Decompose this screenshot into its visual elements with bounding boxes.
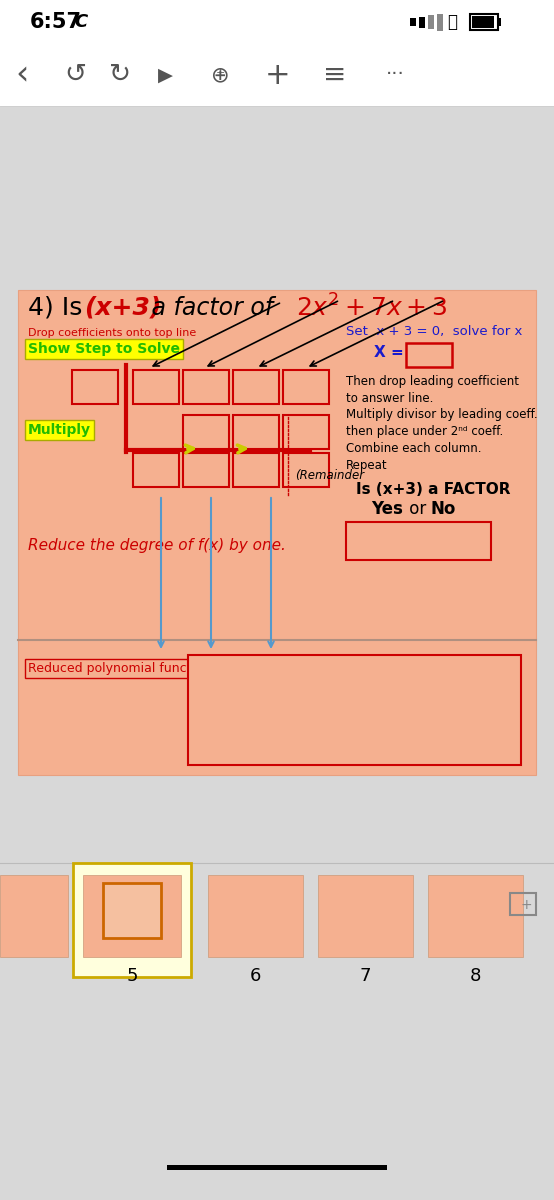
Text: Yes: Yes xyxy=(371,500,403,518)
Bar xyxy=(72,370,118,404)
Bar xyxy=(0,44,554,106)
Text: +: + xyxy=(216,68,225,78)
Bar xyxy=(318,875,413,958)
Text: 5: 5 xyxy=(126,967,138,985)
Text: 6:57: 6:57 xyxy=(30,12,82,32)
Text: Multiply divisor by leading coeff.
then place under 2ⁿᵈ coeff.: Multiply divisor by leading coeff. then … xyxy=(346,408,537,438)
Bar xyxy=(419,17,425,28)
Bar xyxy=(233,370,279,404)
Bar xyxy=(183,415,229,449)
Bar xyxy=(283,370,329,404)
Text: 奈: 奈 xyxy=(447,13,457,31)
Bar xyxy=(18,290,536,775)
Text: Is (x+3) a FACTOR: Is (x+3) a FACTOR xyxy=(356,482,510,497)
Text: ···: ··· xyxy=(386,66,404,84)
Text: or: or xyxy=(404,500,432,518)
Text: Set  x + 3 = 0,  solve for x: Set x + 3 = 0, solve for x xyxy=(346,325,522,338)
Text: ‹: ‹ xyxy=(16,59,29,91)
Bar xyxy=(428,14,434,29)
Bar xyxy=(83,875,181,958)
Text: ↺: ↺ xyxy=(64,62,86,88)
Text: ≡: ≡ xyxy=(324,61,347,89)
Bar xyxy=(437,14,443,31)
Bar xyxy=(233,415,279,449)
Text: +: + xyxy=(520,898,532,912)
Text: Show Step to Solve: Show Step to Solve xyxy=(28,342,180,356)
Bar xyxy=(406,343,452,367)
Bar xyxy=(208,875,303,958)
Bar xyxy=(133,452,179,487)
Bar xyxy=(188,655,521,766)
Text: Drop coefficients onto top line: Drop coefficients onto top line xyxy=(28,328,196,338)
Text: (Remainder: (Remainder xyxy=(295,468,364,481)
Text: +: + xyxy=(265,60,291,90)
Text: C: C xyxy=(74,13,87,31)
Text: Combine each column.
Repeat: Combine each column. Repeat xyxy=(346,442,481,472)
Bar xyxy=(183,452,229,487)
Text: ⊕: ⊕ xyxy=(211,65,229,85)
Bar xyxy=(283,415,329,449)
Text: 8: 8 xyxy=(469,967,481,985)
Bar xyxy=(103,883,161,938)
Text: Then drop leading coefficient
to answer line.: Then drop leading coefficient to answer … xyxy=(346,374,519,404)
Bar xyxy=(167,1165,387,1170)
Bar xyxy=(510,893,536,914)
Text: ↻: ↻ xyxy=(109,62,131,88)
Text: 7: 7 xyxy=(359,967,371,985)
Bar xyxy=(0,0,554,44)
Text: $2x^2 + 7x + 3$: $2x^2 + 7x + 3$ xyxy=(296,294,448,322)
Text: 6: 6 xyxy=(249,967,261,985)
Bar xyxy=(183,370,229,404)
Bar xyxy=(410,18,416,26)
Text: 4) Is: 4) Is xyxy=(28,296,90,320)
Text: a factor of: a factor of xyxy=(144,296,288,320)
Text: Multiply: Multiply xyxy=(28,422,91,437)
Bar xyxy=(472,16,494,28)
Bar xyxy=(233,452,279,487)
Bar xyxy=(428,875,523,958)
Bar xyxy=(73,863,191,977)
Bar xyxy=(0,875,68,958)
Text: X =: X = xyxy=(374,346,404,360)
Text: Reduce the degree of f(x) by one.: Reduce the degree of f(x) by one. xyxy=(28,538,286,553)
Bar xyxy=(498,18,501,26)
Text: ▶: ▶ xyxy=(157,66,172,84)
Text: (x+3): (x+3) xyxy=(84,296,161,320)
Bar xyxy=(133,370,179,404)
Bar xyxy=(283,452,329,487)
Text: No: No xyxy=(431,500,456,518)
Text: Reduced polynomial function: Reduced polynomial function xyxy=(28,662,211,674)
Bar xyxy=(346,522,491,560)
FancyBboxPatch shape xyxy=(470,14,498,30)
